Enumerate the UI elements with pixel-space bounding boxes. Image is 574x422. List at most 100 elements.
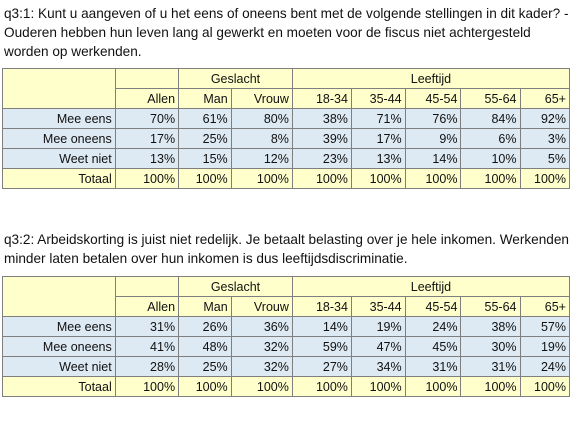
header-empty-cell — [114, 276, 180, 297]
column-header: Vrouw — [230, 296, 293, 317]
table-cell: 3% — [519, 128, 570, 149]
table-cell: 36% — [230, 316, 293, 337]
survey-block-2: q3:2: Arbeidskorting is juist niet redel… — [0, 226, 574, 397]
table-row: Mee eens 31% 26% 36% 14% 19% 24% 38% 57% — [2, 316, 570, 337]
column-header: 55-64 — [460, 296, 521, 317]
table-cell: 31% — [460, 356, 521, 377]
table-cell: 100% — [350, 376, 406, 397]
table-cell: 19% — [350, 316, 406, 337]
total-row: Totaal 100% 100% 100% 100% 100% 100% 100… — [2, 376, 570, 397]
table-cell: 80% — [230, 108, 293, 129]
table-cell: 12% — [230, 148, 293, 169]
group-header-age: Leeftijd — [291, 68, 571, 89]
table-cell: 100% — [230, 168, 293, 189]
table-cell: 100% — [114, 168, 180, 189]
row-label: Mee eens — [2, 316, 116, 337]
question-text: q3:2: Arbeidskorting is juist niet redel… — [4, 232, 569, 266]
table-cell: 10% — [460, 148, 521, 169]
table-cell: 57% — [519, 316, 570, 337]
table-row: Mee eens 70% 61% 80% 38% 71% 76% 84% 92% — [2, 108, 570, 129]
header-corner-cell — [2, 276, 116, 317]
table-cell: 9% — [404, 128, 462, 149]
table-cell: 19% — [519, 336, 570, 357]
table-cell: 100% — [404, 168, 462, 189]
table-cell: 27% — [291, 356, 352, 377]
table-cell: 100% — [114, 376, 180, 397]
table-cell: 14% — [291, 316, 352, 337]
column-header: 65+ — [519, 296, 570, 317]
table-cell: 32% — [230, 336, 293, 357]
row-label: Weet niet — [2, 356, 116, 377]
table-cell: 13% — [114, 148, 180, 169]
group-header-row: Geslacht Leeftijd — [2, 276, 571, 317]
group-header-gender: Geslacht — [178, 276, 293, 297]
table-cell: 30% — [460, 336, 521, 357]
table-cell: 24% — [404, 316, 462, 337]
table-cell: 100% — [460, 168, 521, 189]
table-cell: 25% — [178, 356, 232, 377]
table-cell: 31% — [114, 316, 180, 337]
table-cell: 84% — [460, 108, 521, 129]
table-cell: 100% — [519, 376, 570, 397]
table-cell: 59% — [291, 336, 352, 357]
table-cell: 8% — [230, 128, 293, 149]
header-empty-cell — [114, 68, 180, 89]
table-cell: 100% — [178, 376, 232, 397]
table-cell: 17% — [350, 128, 406, 149]
total-row: Totaal 100% 100% 100% 100% 100% 100% 100… — [2, 168, 570, 189]
survey-block-1: q3:1: Kunt u aangeven of u het eens of o… — [0, 0, 574, 189]
column-header: 18-34 — [291, 296, 352, 317]
question-text: q3:1: Kunt u aangeven of u het eens of o… — [4, 6, 569, 59]
table-cell: 47% — [350, 336, 406, 357]
table-cell: 25% — [178, 128, 232, 149]
table-row: Weet niet 28% 25% 32% 27% 34% 31% 31% 24… — [2, 356, 570, 377]
table-cell: 24% — [519, 356, 570, 377]
table-cell: 31% — [404, 356, 462, 377]
table-row: Weet niet 13% 15% 12% 23% 13% 14% 10% 5% — [2, 148, 570, 169]
table-cell: 45% — [404, 336, 462, 357]
table-cell: 70% — [114, 108, 180, 129]
column-header: Vrouw — [230, 88, 293, 109]
table-cell: 39% — [291, 128, 352, 149]
column-header: Allen — [114, 296, 180, 317]
table-cell: 41% — [114, 336, 180, 357]
table-cell: 100% — [519, 168, 570, 189]
table-cell: 32% — [230, 356, 293, 377]
table-cell: 100% — [178, 168, 232, 189]
table-cell: 48% — [178, 336, 232, 357]
table-cell: 5% — [519, 148, 570, 169]
column-header-row: Allen Man Vrouw 18-34 35-44 45-54 55-64 … — [3, 88, 570, 109]
column-header: 45-54 — [404, 296, 462, 317]
table-cell: 100% — [460, 376, 521, 397]
table-cell: 34% — [350, 356, 406, 377]
group-header-age: Leeftijd — [291, 276, 571, 297]
column-header: 35-44 — [350, 88, 406, 109]
row-label: Totaal — [2, 168, 116, 189]
table-row: Mee oneens 41% 48% 32% 59% 47% 45% 30% 1… — [2, 336, 570, 357]
table-row: Mee oneens 17% 25% 8% 39% 17% 9% 6% 3% — [2, 128, 570, 149]
table-cell: 76% — [404, 108, 462, 129]
table-cell: 100% — [230, 376, 293, 397]
column-header: 55-64 — [460, 88, 521, 109]
column-header: 65+ — [519, 88, 570, 109]
column-header: 35-44 — [350, 296, 406, 317]
table-cell: 71% — [350, 108, 406, 129]
table-cell: 100% — [291, 376, 352, 397]
table-cell: 28% — [114, 356, 180, 377]
row-label: Mee oneens — [2, 336, 116, 357]
results-table: Geslacht Leeftijd Allen Man Vrouw 18-34 … — [2, 68, 571, 189]
header-corner-cell — [2, 68, 116, 109]
table-cell: 6% — [460, 128, 521, 149]
column-header: Allen — [114, 88, 180, 109]
table-cell: 13% — [350, 148, 406, 169]
results-table: Geslacht Leeftijd Allen Man Vrouw 18-34 … — [2, 276, 571, 397]
group-header-gender: Geslacht — [178, 68, 293, 89]
row-label: Mee oneens — [2, 128, 116, 149]
row-label: Totaal — [2, 376, 116, 397]
table-cell: 26% — [178, 316, 232, 337]
table-cell: 100% — [291, 168, 352, 189]
table-cell: 100% — [350, 168, 406, 189]
table-cell: 15% — [178, 148, 232, 169]
group-header-row: Geslacht Leeftijd — [2, 68, 571, 109]
table-cell: 61% — [178, 108, 232, 129]
